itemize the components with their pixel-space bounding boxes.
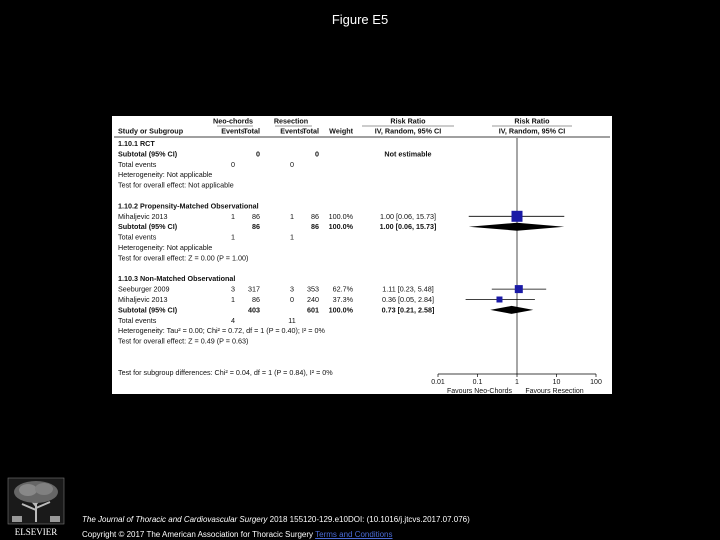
forest-plot-panel: Neo-chords Resection Risk Ratio Risk Ratio S… bbox=[112, 116, 612, 394]
study-effect-square bbox=[514, 285, 523, 294]
forest-plot: Neo-chords Resection Risk Ratio Risk Ratio S… bbox=[114, 117, 610, 394]
row-study-label: Mihaljevic 2013 bbox=[118, 295, 168, 304]
row-total2: 0 bbox=[315, 149, 319, 158]
terms-link[interactable]: Terms and Conditions bbox=[315, 530, 393, 539]
favours-left-label: Favours Neo-Chords bbox=[447, 388, 512, 394]
row-events2: 3 bbox=[290, 285, 294, 294]
row-study-label: Test for overall effect: Z = 0.00 (P = 1… bbox=[118, 253, 248, 262]
row-study-label: 1.10.3 Non-Matched Observational bbox=[118, 274, 235, 283]
row-risk-ratio: Not estimable bbox=[384, 149, 431, 158]
row-events1: 1 bbox=[231, 295, 235, 304]
header-weight: Weight bbox=[329, 127, 353, 136]
row-events2: 11 bbox=[288, 316, 295, 325]
row-study-label: Total events bbox=[118, 316, 157, 325]
row-study-label: Total events bbox=[118, 233, 157, 242]
header-total1: Total bbox=[243, 127, 260, 136]
row-risk-ratio: 0.73 [0.21, 2.58] bbox=[382, 305, 435, 314]
header-total2: Total bbox=[302, 127, 319, 136]
row-events2: 0 bbox=[290, 295, 294, 304]
x-tick-label: 0.1 bbox=[473, 379, 483, 386]
row-weight: 100.0% bbox=[329, 305, 354, 314]
row-weight: 37.3% bbox=[333, 295, 354, 304]
row-total1: 86 bbox=[252, 295, 260, 304]
journal-name: The Journal of Thoracic and Cardiovascul… bbox=[82, 515, 268, 524]
row-study-label: Subtotal (95% CI) bbox=[118, 305, 178, 314]
row-total2: 86 bbox=[311, 212, 319, 221]
row-total1: 317 bbox=[248, 285, 260, 294]
header-group1: Neo-chords bbox=[213, 117, 253, 126]
row-weight: 62.7% bbox=[333, 285, 354, 294]
logo-text: ELSEVIER bbox=[15, 527, 58, 537]
row-total2: 601 bbox=[307, 305, 319, 314]
row-study-label: Subtotal (95% CI) bbox=[118, 149, 178, 158]
header-rr-plot-title: Risk Ratio bbox=[514, 117, 550, 126]
row-study-label: Seeburger 2009 bbox=[118, 285, 170, 294]
row-study-label: Heterogeneity: Tau² = 0.00; Chi² = 0.72,… bbox=[118, 326, 326, 335]
row-study-label: Test for subgroup differences: Chi² = 0.… bbox=[118, 368, 333, 377]
row-events2: 1 bbox=[290, 233, 294, 242]
header-study: Study or Subgroup bbox=[118, 127, 184, 136]
row-events2: 1 bbox=[290, 212, 294, 221]
row-events2: 0 bbox=[290, 160, 294, 169]
row-events1: 0 bbox=[231, 160, 235, 169]
row-study-label: Test for overall effect: Not applicable bbox=[118, 181, 234, 190]
row-total1: 403 bbox=[248, 305, 260, 314]
row-events1: 1 bbox=[231, 212, 235, 221]
citation: 2018 155120-129.e10DOI: (10.1016/j.jtcvs… bbox=[267, 515, 470, 524]
citation-line: The Journal of Thoracic and Cardiovascul… bbox=[82, 515, 470, 524]
row-total2: 353 bbox=[307, 285, 319, 294]
header-group2: Resection bbox=[274, 117, 308, 126]
row-study-label: Total events bbox=[118, 160, 157, 169]
x-tick-label: 10 bbox=[553, 379, 561, 386]
study-effect-square bbox=[511, 210, 523, 222]
elsevier-logo: ELSEVIER bbox=[7, 477, 65, 537]
subtotal-diamond bbox=[468, 222, 565, 231]
row-study-label: Heterogeneity: Not applicable bbox=[118, 170, 212, 179]
row-study-label: 1.10.2 Propensity-Matched Observational bbox=[118, 201, 259, 210]
row-total2: 86 bbox=[311, 222, 319, 231]
row-study-label: Heterogeneity: Not applicable bbox=[118, 243, 212, 252]
subtotal-diamond bbox=[490, 305, 534, 314]
row-events1: 3 bbox=[231, 285, 235, 294]
header-events2: Events bbox=[280, 127, 304, 136]
row-risk-ratio: 1.00 [0.06, 15.73] bbox=[380, 222, 437, 231]
row-study-label: 1.10.1 RCT bbox=[118, 139, 155, 148]
copyright: Copyright © 2017 The American Associatio… bbox=[82, 530, 314, 539]
row-events1: 4 bbox=[231, 316, 235, 325]
header-events1: Events bbox=[221, 127, 245, 136]
row-total1: 86 bbox=[252, 212, 260, 221]
favours-right-label: Favours Resection bbox=[525, 388, 583, 394]
row-risk-ratio: 0.36 [0.05, 2.84] bbox=[382, 295, 434, 304]
row-total1: 0 bbox=[256, 149, 260, 158]
header-rr-title: Risk Ratio bbox=[390, 117, 426, 126]
x-tick-label: 0.01 bbox=[431, 379, 445, 386]
x-tick-label: 1 bbox=[515, 379, 519, 386]
row-risk-ratio: 1.11 [0.23, 5.48] bbox=[382, 285, 433, 294]
row-risk-ratio: 1.00 [0.06, 15.73] bbox=[380, 212, 436, 221]
row-study-label: Test for overall effect: Z = 0.49 (P = 0… bbox=[118, 337, 248, 346]
row-total1: 86 bbox=[252, 222, 260, 231]
copyright-line: Copyright © 2017 The American Associatio… bbox=[82, 530, 393, 539]
header-method2: IV, Random, 95% CI bbox=[499, 127, 565, 136]
row-weight: 100.0% bbox=[329, 222, 354, 231]
x-tick-label: 100 bbox=[590, 379, 602, 386]
row-total2: 240 bbox=[307, 295, 319, 304]
tree-icon bbox=[7, 477, 65, 525]
study-effect-square bbox=[496, 296, 503, 303]
figure-title: Figure E5 bbox=[331, 12, 389, 27]
row-study-label: Subtotal (95% CI) bbox=[118, 222, 178, 231]
row-study-label: Mihaljevic 2013 bbox=[118, 212, 168, 221]
header-method1: IV, Random, 95% CI bbox=[375, 127, 441, 136]
row-events1: 1 bbox=[231, 233, 235, 242]
row-weight: 100.0% bbox=[329, 212, 354, 221]
